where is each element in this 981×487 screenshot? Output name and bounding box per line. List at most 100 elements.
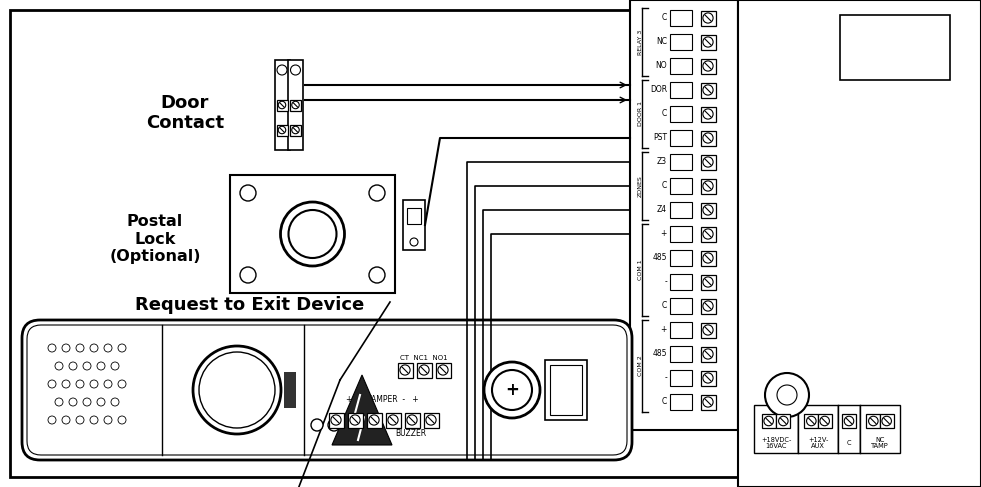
Bar	[700, 322, 715, 337]
Circle shape	[48, 380, 56, 388]
Text: COM 1: COM 1	[638, 260, 643, 281]
Bar	[284, 372, 296, 408]
Circle shape	[882, 416, 892, 426]
Bar	[404, 412, 420, 428]
Text: Postal
Lock
(Optional): Postal Lock (Optional)	[109, 214, 201, 264]
Circle shape	[765, 373, 809, 417]
Bar	[700, 299, 715, 314]
Bar	[700, 394, 715, 410]
Circle shape	[104, 344, 112, 352]
Text: C: C	[662, 182, 667, 190]
Text: C: C	[662, 14, 667, 22]
Bar	[670, 58, 692, 74]
Circle shape	[291, 101, 299, 109]
Circle shape	[331, 415, 341, 425]
Circle shape	[240, 185, 256, 201]
Circle shape	[311, 419, 323, 431]
Circle shape	[779, 416, 788, 426]
Circle shape	[703, 205, 713, 215]
Circle shape	[703, 325, 713, 335]
Bar	[700, 11, 715, 25]
Circle shape	[97, 398, 105, 406]
Bar	[670, 394, 692, 410]
Bar	[761, 414, 776, 428]
Bar	[275, 60, 289, 150]
Circle shape	[291, 126, 299, 134]
Circle shape	[277, 65, 287, 75]
Circle shape	[90, 416, 98, 424]
Bar	[776, 414, 791, 428]
Circle shape	[419, 365, 429, 375]
Circle shape	[703, 37, 713, 47]
Bar	[738, 0, 981, 487]
Text: +: +	[660, 325, 667, 335]
Bar	[700, 346, 715, 361]
Bar	[545, 360, 587, 420]
Circle shape	[369, 415, 379, 425]
Bar	[347, 412, 363, 428]
Bar	[277, 125, 287, 135]
Circle shape	[240, 267, 256, 283]
Circle shape	[281, 202, 344, 266]
Text: C: C	[847, 440, 852, 446]
Circle shape	[76, 380, 84, 388]
Text: 485: 485	[652, 350, 667, 358]
Circle shape	[410, 238, 418, 246]
Circle shape	[90, 380, 98, 388]
Text: 485: 485	[652, 254, 667, 262]
Text: CT  NC1  NO1: CT NC1 NO1	[400, 355, 447, 361]
Bar	[700, 131, 715, 146]
Bar	[670, 130, 692, 146]
Circle shape	[62, 416, 70, 424]
Circle shape	[387, 415, 398, 425]
Bar	[386, 412, 400, 428]
Bar	[866, 414, 880, 428]
Text: -: -	[664, 278, 667, 286]
Bar	[417, 362, 432, 377]
Circle shape	[97, 362, 105, 370]
Circle shape	[48, 344, 56, 352]
Text: +18VDC-
16VAC: +18VDC- 16VAC	[761, 436, 792, 450]
Text: +12V-
AUX: +12V- AUX	[807, 436, 828, 450]
Bar	[670, 178, 692, 194]
Circle shape	[118, 380, 126, 388]
Circle shape	[703, 181, 713, 191]
Circle shape	[703, 229, 713, 239]
Circle shape	[820, 416, 829, 426]
Text: C: C	[662, 397, 667, 407]
Bar	[670, 370, 692, 386]
Bar	[818, 414, 832, 428]
Circle shape	[703, 109, 713, 119]
Text: C: C	[662, 301, 667, 311]
Bar	[670, 10, 692, 26]
Circle shape	[55, 362, 63, 370]
Circle shape	[492, 370, 532, 410]
Bar	[700, 35, 715, 50]
Circle shape	[868, 416, 878, 426]
Circle shape	[703, 253, 713, 263]
Text: NC
TAMP: NC TAMP	[871, 436, 889, 450]
Bar	[880, 414, 894, 428]
Bar	[670, 154, 692, 170]
Circle shape	[76, 344, 84, 352]
Text: Z4: Z4	[657, 206, 667, 214]
Text: NC: NC	[656, 37, 667, 46]
Bar	[700, 179, 715, 193]
Circle shape	[83, 398, 91, 406]
Circle shape	[288, 210, 336, 258]
Text: C: C	[662, 110, 667, 118]
Bar	[670, 250, 692, 266]
Text: +: +	[505, 381, 519, 399]
Bar	[804, 414, 818, 428]
Bar	[550, 365, 582, 415]
Circle shape	[83, 362, 91, 370]
Text: DOR: DOR	[649, 86, 667, 94]
Circle shape	[328, 419, 340, 431]
Bar	[403, 200, 425, 250]
Circle shape	[369, 267, 385, 283]
Circle shape	[703, 373, 713, 383]
Bar	[700, 107, 715, 121]
Circle shape	[290, 65, 300, 75]
Circle shape	[806, 416, 816, 426]
Circle shape	[55, 398, 63, 406]
